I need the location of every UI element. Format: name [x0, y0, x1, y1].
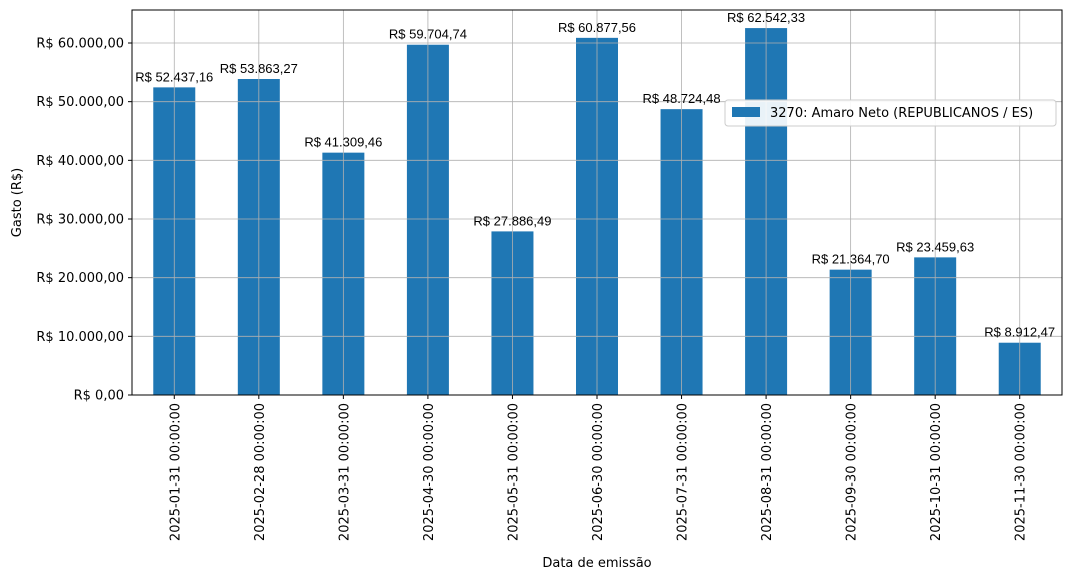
- y-tick-label: R$ 60.000,00: [36, 37, 124, 52]
- x-tick-label: 2025-07-31 00:00:00: [676, 403, 691, 541]
- legend-label: 3270: Amaro Neto (REPUBLICANOS / ES): [770, 106, 1033, 121]
- x-tick-label: 2025-03-31 00:00:00: [337, 403, 352, 541]
- plot-frame: [131, 9, 1063, 396]
- x-tick-label: 2025-01-31 00:00:00: [168, 403, 183, 541]
- legend-swatch: [732, 107, 760, 117]
- x-tick-label: 2025-02-28 00:00:00: [253, 403, 268, 541]
- data-label: R$ 59.704,74: [389, 27, 467, 42]
- y-tick-label: R$ 40.000,00: [36, 154, 124, 169]
- data-label: R$ 62.542,33: [727, 10, 805, 25]
- data-label: R$ 53.863,27: [220, 61, 298, 76]
- x-tick-label: 2025-05-31 00:00:00: [506, 403, 521, 541]
- x-tick-label: 2025-10-31 00:00:00: [929, 403, 944, 541]
- x-tick-label: 2025-11-30 00:00:00: [1014, 403, 1029, 541]
- data-label: R$ 48.724,48: [643, 91, 721, 106]
- y-tick-label: R$ 50.000,00: [36, 95, 124, 110]
- data-label: R$ 23.459,63: [896, 239, 974, 254]
- data-label: R$ 27.886,49: [473, 213, 551, 228]
- x-tick-label: 2025-04-30 00:00:00: [422, 403, 437, 541]
- x-tick-label: 2025-06-30 00:00:00: [591, 403, 606, 541]
- data-label: R$ 52.437,16: [135, 69, 213, 84]
- data-label: R$ 41.309,46: [304, 135, 382, 150]
- y-tick-label: R$ 20.000,00: [36, 271, 124, 286]
- y-axis-label: Gasto (R$): [10, 168, 25, 237]
- data-label: R$ 21.364,70: [812, 252, 890, 267]
- y-tick-label: R$ 30.000,00: [36, 213, 124, 228]
- data-label: R$ 60.877,56: [558, 20, 636, 35]
- x-tick-label: 2025-09-30 00:00:00: [845, 403, 860, 541]
- x-tick-label: 2025-08-31 00:00:00: [760, 403, 775, 541]
- y-tick-label: R$ 0,00: [74, 389, 124, 404]
- y-tick-label: R$ 10.000,00: [36, 330, 124, 345]
- x-axis-label: Data de emissão: [542, 556, 651, 571]
- legend: [724, 99, 1057, 127]
- data-label: R$ 8.912,47: [984, 325, 1055, 340]
